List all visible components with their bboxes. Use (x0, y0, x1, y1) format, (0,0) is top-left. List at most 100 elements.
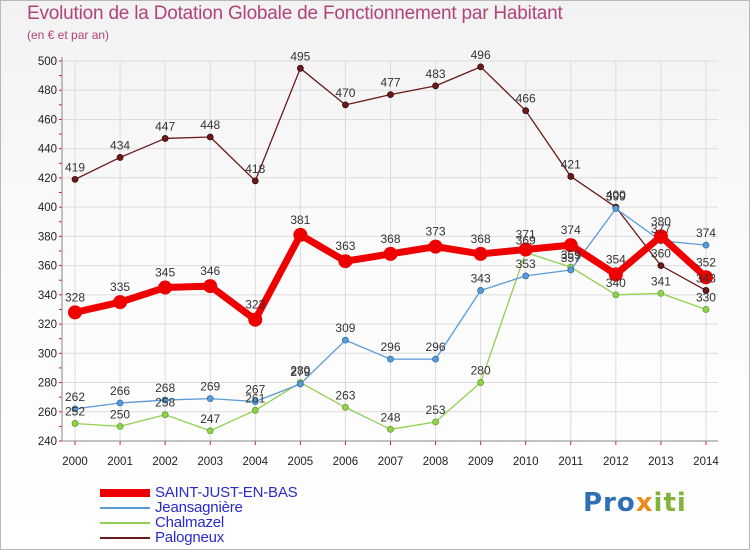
data-point (113, 295, 128, 310)
series-lines (68, 63, 713, 435)
data-point (387, 91, 394, 99)
data-point (477, 287, 485, 294)
y-tick-label: 240 (38, 436, 57, 448)
data-point (116, 422, 124, 430)
data-label: 345 (155, 266, 175, 280)
data-point (387, 425, 394, 433)
data-label: 252 (65, 404, 85, 418)
data-point (71, 420, 79, 427)
data-label: 353 (516, 257, 536, 271)
data-label: 447 (155, 119, 175, 133)
data-point (518, 242, 533, 257)
data-point (612, 291, 620, 299)
data-label: 495 (290, 49, 310, 63)
y-tick-label: 440 (38, 144, 57, 156)
legend-label: Chalmazel (155, 514, 225, 531)
data-point (522, 107, 530, 115)
data-label: 434 (110, 138, 130, 152)
y-tick-label: 360 (38, 261, 57, 273)
data-label: 343 (696, 271, 716, 285)
data-label: 266 (110, 384, 130, 398)
data-label: 483 (426, 67, 446, 81)
x-tick-label: 2003 (197, 456, 223, 468)
data-label: 374 (696, 226, 716, 240)
data-label: 354 (606, 252, 626, 266)
data-label: 369 (516, 233, 536, 247)
data-label: 268 (155, 381, 175, 395)
y-tick-label: 500 (38, 56, 57, 68)
data-label: 346 (200, 264, 220, 278)
data-label: 360 (651, 247, 671, 261)
data-point (657, 289, 665, 297)
x-tick-label: 2004 (242, 456, 268, 468)
data-point (161, 135, 169, 142)
data-point (428, 239, 443, 254)
data-label: 296 (380, 340, 400, 354)
data-label: 323 (245, 298, 265, 312)
y-tick-label: 340 (38, 290, 57, 302)
data-point (248, 312, 263, 327)
legend-swatch (100, 522, 150, 524)
x-tick-label: 2011 (558, 456, 583, 468)
data-label: 343 (471, 271, 491, 285)
data-label: 267 (245, 383, 265, 397)
data-label: 250 (110, 407, 130, 421)
data-label: 448 (200, 118, 220, 132)
x-tick-label: 2013 (648, 456, 674, 468)
x-tick-label: 2001 (107, 456, 133, 468)
chart-subtitle: (en € et par an) (27, 28, 110, 42)
data-point (293, 227, 308, 242)
data-label: 419 (65, 160, 85, 174)
data-label: 248 (380, 410, 400, 424)
data-label: 279 (290, 365, 310, 379)
data-label: 335 (110, 280, 130, 294)
data-label: 380 (651, 214, 671, 228)
data-point (338, 254, 353, 269)
data-label: 263 (335, 388, 355, 402)
data-point (161, 396, 169, 404)
data-labels: 328 335 345 346 323 381 363 368 373 368 371 374 354 3… (65, 48, 716, 426)
data-label: 280 (471, 364, 491, 378)
data-label: 477 (380, 76, 400, 90)
data-point (116, 399, 124, 407)
data-label: 309 (335, 321, 355, 335)
data-point (203, 279, 218, 294)
data-label: 373 (426, 225, 446, 239)
legend-label: Palogneux (155, 529, 225, 546)
x-tick-label: 2000 (62, 456, 88, 468)
data-point (342, 403, 349, 411)
data-label: 247 (200, 412, 220, 426)
data-label: 330 (696, 290, 716, 304)
chart-title: Evolution de la Dotation Globale de Fonc… (27, 3, 563, 24)
x-tick-label: 2009 (468, 456, 494, 468)
x-axis: 2000 2001 2002 2003 2004 2005 2006 2007 2008 2009… (62, 440, 719, 468)
data-point (432, 355, 439, 363)
data-label: 368 (380, 232, 400, 246)
data-point (342, 101, 349, 109)
data-point (206, 427, 214, 435)
data-point (161, 411, 169, 419)
data-label: 280 (290, 364, 310, 378)
data-point (71, 405, 79, 413)
data-point (698, 270, 713, 285)
data-point (432, 418, 439, 426)
data-point (702, 241, 710, 249)
legend-swatch (100, 489, 150, 497)
y-tick-label: 460 (38, 114, 57, 126)
data-point (653, 229, 668, 244)
data-label: 421 (561, 157, 581, 171)
data-point (473, 246, 488, 261)
data-point (608, 267, 623, 282)
data-label: 368 (471, 232, 491, 246)
data-label: 470 (335, 86, 355, 100)
y-tick-label: 260 (38, 407, 57, 419)
data-label: 418 (245, 162, 265, 176)
data-label: 466 (516, 92, 536, 106)
data-label: 261 (245, 391, 265, 405)
data-point (251, 177, 259, 185)
data-label: 258 (155, 396, 175, 410)
y-tick-label: 280 (38, 378, 57, 390)
data-point (251, 398, 259, 405)
